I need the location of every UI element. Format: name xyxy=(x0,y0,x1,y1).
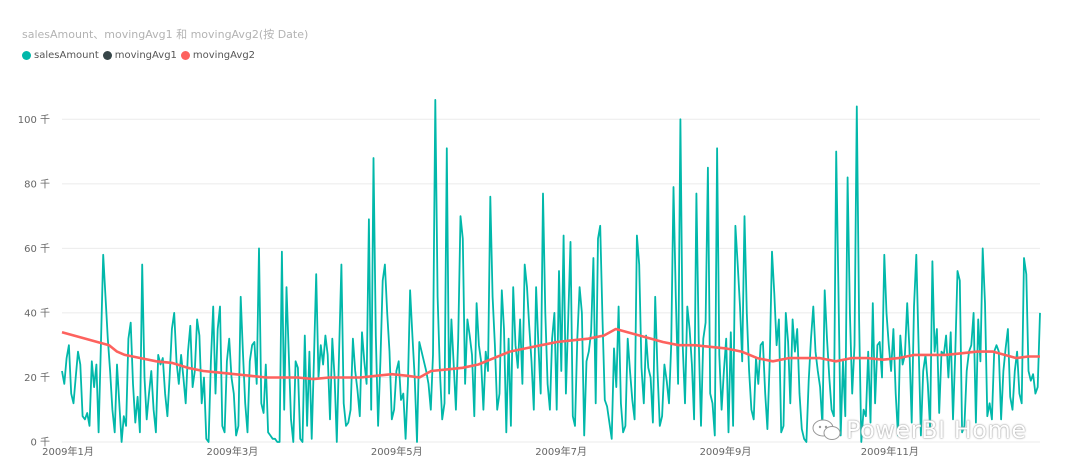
x-tick-label: 2009年1月 xyxy=(42,445,94,458)
legend-label-movingavg2: movingAvg2 xyxy=(192,50,256,61)
chart-title: salesAmount、movingAvg1 和 movingAvg2(按 Da… xyxy=(22,28,309,41)
x-tick-label: 2009年7月 xyxy=(535,445,587,458)
x-tick-label: 2009年3月 xyxy=(206,445,258,458)
x-tick-label: 2009年5月 xyxy=(371,445,423,458)
chart-legend: salesAmount movingAvg1 movingAvg2 xyxy=(22,50,259,61)
x-tick-label: 2009年9月 xyxy=(700,445,752,458)
x-tick-label: 2009年11月 xyxy=(861,445,919,458)
legend-marker-movingavg1 xyxy=(102,51,112,60)
watermark: PowerBI Home xyxy=(812,416,1027,444)
y-tick-label: 80 千 xyxy=(24,178,50,190)
y-tick-label: 20 千 xyxy=(24,372,50,384)
y-tick-label: 40 千 xyxy=(24,307,50,319)
y-tick-label: 60 千 xyxy=(24,243,50,255)
legend-marker-movingavg2 xyxy=(180,51,190,60)
wechat-logo-icon xyxy=(812,419,841,440)
legend-item-movingavg2[interactable]: movingAvg2 xyxy=(180,50,256,61)
series-line-movingavg2 xyxy=(61,327,1040,381)
y-tick-label: 0 千 xyxy=(30,437,50,449)
y-tick-label: 100 千 xyxy=(18,114,50,126)
series-line-salesamount xyxy=(61,99,1041,443)
legend-marker-salesamount xyxy=(22,51,31,60)
legend-item-salesamount[interactable]: salesAmount xyxy=(22,50,99,61)
legend-label-movingavg1: movingAvg1 xyxy=(114,50,177,61)
watermark-text: PowerBI Home xyxy=(846,416,1027,444)
legend-label-salesamount: salesAmount xyxy=(34,50,99,61)
legend-item-movingavg1[interactable]: movingAvg1 xyxy=(102,50,177,61)
